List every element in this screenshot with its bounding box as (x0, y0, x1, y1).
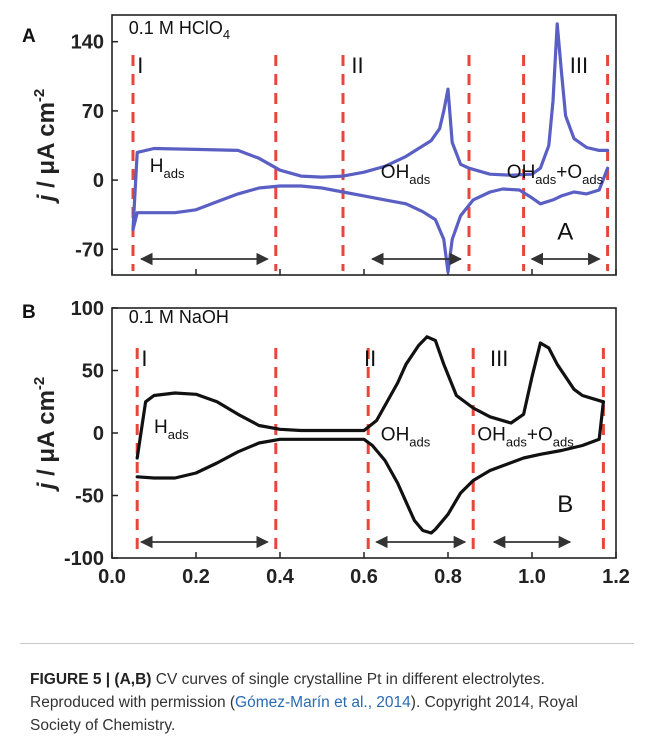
electrolyte-label: 0.1 M NaOH (129, 307, 229, 327)
y-tick-label: -100 (64, 548, 104, 570)
y-tick-label: 0 (93, 170, 104, 192)
annotation-main: OH (381, 425, 410, 446)
y-tick-label: -50 (75, 486, 104, 508)
x-axis-title: E / V (RHE) (301, 597, 426, 600)
figure-caption: FIGURE 5 | (A,B) CV curves of single cry… (30, 668, 630, 737)
y-tick-label: 100 (71, 298, 104, 320)
annotation-label: OHads (381, 162, 431, 187)
annotation-subscript: ads (409, 172, 430, 187)
y-axis-title: j / μA cm-2 (31, 89, 60, 205)
y-axis-unit: / μA cm (33, 390, 60, 482)
y-tick-label: 50 (82, 361, 104, 383)
panel-letter: B (22, 302, 36, 323)
y-axis-exponent: -2 (31, 89, 48, 102)
annotation-subscript: ads (582, 172, 603, 187)
region-label: II (364, 346, 376, 371)
x-tick-label: 0.2 (182, 566, 210, 588)
annotation-label: Hads (150, 156, 185, 181)
annotation-main: H (154, 417, 168, 438)
panel-corner-label: A (557, 218, 573, 245)
electrolyte-subscript: 4 (223, 27, 230, 42)
series-cathodic-sweep (131, 166, 610, 274)
y-tick-label: 140 (71, 32, 104, 54)
region-label: III (570, 53, 588, 78)
annotation-subscript: ads (553, 435, 574, 450)
cv-figure: -70 0 70 140 I II III Hads OHads OHads+Oads 0.1 M … (22, 14, 630, 600)
annotation-subscript: ads (506, 435, 527, 450)
x-axis-symbol: E (301, 597, 318, 600)
region-label: II (351, 53, 363, 78)
caption-box (20, 643, 634, 744)
x-tick-label: 1.0 (518, 566, 546, 588)
caption-figure-label: FIGURE 5 | (A,B) (30, 671, 152, 688)
y-axis-symbol: j (33, 193, 60, 204)
panel-corner-label: B (557, 491, 573, 518)
x-tick-label: 0.0 (98, 566, 126, 588)
annotation-main: OH (507, 162, 536, 183)
x-tick-label: 0.6 (350, 566, 378, 588)
annotation-main: +O (527, 425, 553, 446)
electrolyte-label: 0.1 M HClO4 (129, 18, 230, 42)
series-anodic-sweep (131, 22, 610, 232)
annotation-label: OHads+Oads (477, 425, 574, 450)
x-tick-label: 1.2 (602, 566, 630, 588)
caption-citation-link[interactable]: Gómez-Marín et al., 2014 (235, 694, 411, 711)
annotation-main: OH (381, 162, 410, 183)
annotation-label: OHads (381, 425, 431, 450)
y-axis-unit: / μA cm (33, 102, 60, 194)
annotation-label: OHads+Oads (507, 162, 604, 187)
x-tick-label: 0.8 (434, 566, 462, 588)
y-axis-symbol: j (33, 481, 60, 492)
electrolyte-name: 0.1 M HClO (129, 18, 223, 38)
caption-text-2: ). Copyright 2014, Royal Society of Chem… (30, 694, 578, 734)
x-tick-label: 0.4 (266, 566, 295, 588)
region-label: I (137, 53, 143, 78)
x-axis-unit: / V (RHE) (317, 597, 426, 600)
annotation-main: H (150, 156, 164, 177)
annotation-subscript: ads (168, 427, 189, 442)
y-tick-label: -70 (75, 239, 104, 261)
series-anodic-sweep (135, 335, 606, 460)
annotation-main: +O (556, 162, 582, 183)
y-axis-title: j / μA cm-2 (31, 377, 60, 493)
panel-letter: A (22, 26, 36, 47)
annotation-main: OH (477, 425, 506, 446)
annotation-subscript: ads (164, 166, 185, 181)
y-axis-exponent: -2 (31, 377, 48, 390)
y-tick-label: 0 (93, 423, 104, 445)
region-label: III (490, 346, 508, 371)
annotation-label: Hads (154, 417, 189, 442)
series-cathodic-sweep (135, 400, 606, 535)
region-label: I (141, 346, 147, 371)
plot-frame-a (111, 14, 617, 276)
y-tick-label: 70 (82, 101, 104, 123)
annotation-subscript: ads (409, 435, 430, 450)
caption-text-1: CV curves of single crystalline Pt in di… (30, 671, 545, 711)
annotation-subscript: ads (535, 172, 556, 187)
electrolyte-name: 0.1 M NaOH (129, 307, 229, 327)
